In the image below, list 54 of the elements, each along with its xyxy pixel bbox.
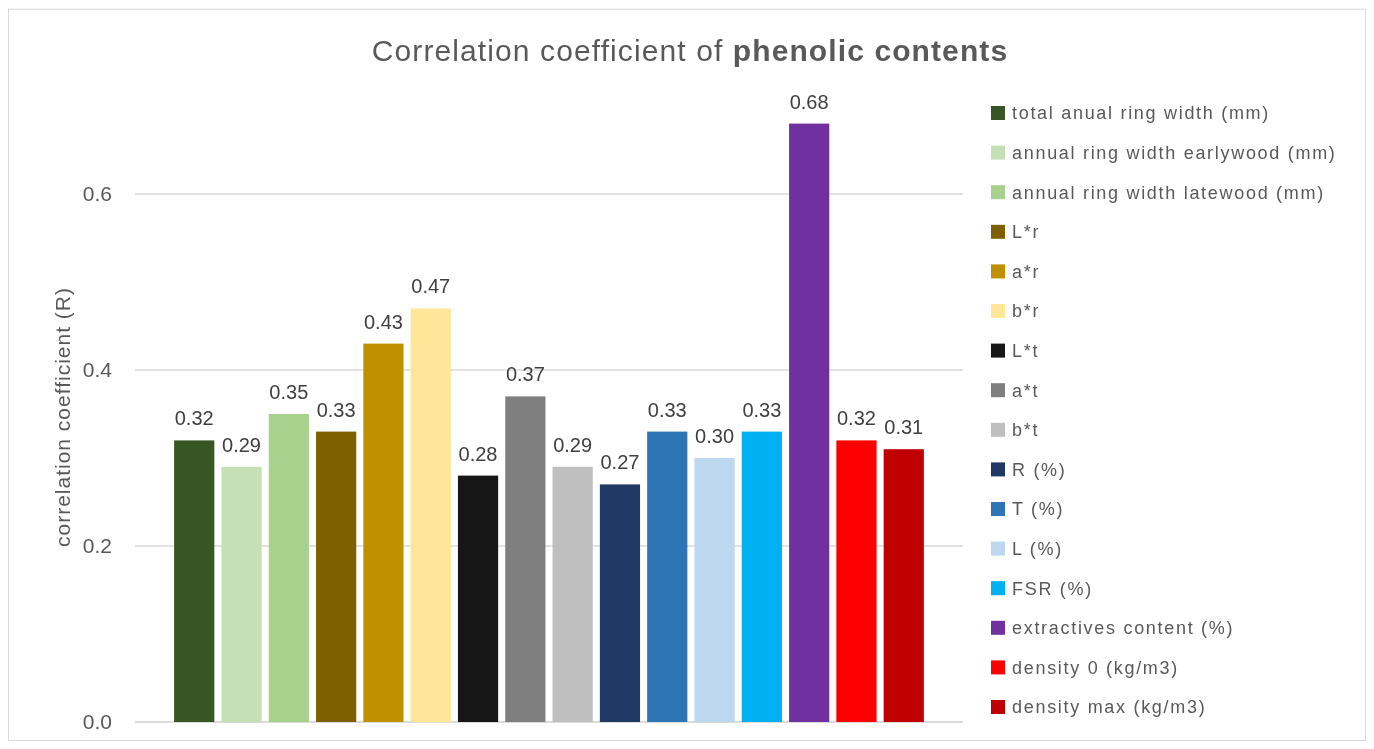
- y-tick-label: 0.6: [82, 182, 112, 206]
- bar: [789, 123, 830, 722]
- bar: [174, 440, 215, 722]
- y-axis-title: correlation coefficient (R): [51, 286, 74, 548]
- legend-label: L*r: [1012, 222, 1041, 243]
- legend-label: R (%): [1012, 459, 1067, 480]
- bar: [410, 308, 451, 722]
- legend-label: a*r: [1012, 261, 1041, 282]
- bar: [836, 440, 877, 722]
- y-tick-label: 0.4: [82, 358, 113, 382]
- legend-label: a*t: [1012, 380, 1040, 401]
- legend-label: extractives content (%): [1012, 618, 1235, 639]
- data-label: 0.32: [174, 407, 214, 430]
- bar: [268, 414, 309, 722]
- legend-label: L*t: [1012, 340, 1040, 361]
- data-label: 0.35: [269, 381, 309, 403]
- legend-label: b*r: [1012, 301, 1041, 322]
- data-label: 0.28: [458, 442, 498, 465]
- bar: [505, 396, 546, 722]
- bar: [552, 466, 593, 722]
- data-label: 0.27: [600, 451, 640, 474]
- data-label: 0.47: [411, 275, 451, 298]
- text: Correlation coefficient of phenolic contents: [371, 34, 1009, 67]
- data-label: 0.33: [742, 398, 782, 421]
- y-tick-label: 0.0: [82, 710, 112, 734]
- bar: [647, 431, 688, 722]
- data-label: 0.30: [695, 425, 735, 447]
- legend-label: annual ring width latewood (mm): [1012, 182, 1325, 203]
- legend-label: FSR (%): [1012, 578, 1093, 599]
- data-label: 0.32: [837, 407, 876, 430]
- data-label: 0.33: [316, 398, 356, 421]
- legend-label: total anual ring width (mm): [1012, 103, 1270, 124]
- legend-label: annual ring width earlywood (mm): [1012, 142, 1337, 163]
- data-label: 0.29: [222, 433, 261, 456]
- bar: [221, 466, 262, 722]
- data-label: 0.43: [363, 310, 403, 333]
- data-label: 0.33: [647, 398, 687, 421]
- bar: [741, 431, 782, 722]
- bar: [694, 458, 735, 722]
- data-label: 0.68: [789, 90, 829, 113]
- legend-label: L (%): [1012, 538, 1063, 559]
- legend-label: b*t: [1012, 420, 1040, 441]
- y-tick-label: 0.2: [82, 534, 112, 558]
- bar: [883, 449, 924, 722]
- legend-label: density 0 (kg/m3): [1012, 657, 1179, 678]
- legend-label: T (%): [1012, 499, 1065, 520]
- legend-label: density max (kg/m3): [1012, 697, 1207, 718]
- data-label: 0.31: [884, 416, 924, 439]
- bar: [363, 343, 404, 722]
- bar: [457, 475, 499, 722]
- data-label: 0.37: [505, 363, 545, 386]
- bar: [316, 431, 357, 722]
- bar: [599, 484, 641, 722]
- data-label: 0.29: [553, 433, 593, 456]
